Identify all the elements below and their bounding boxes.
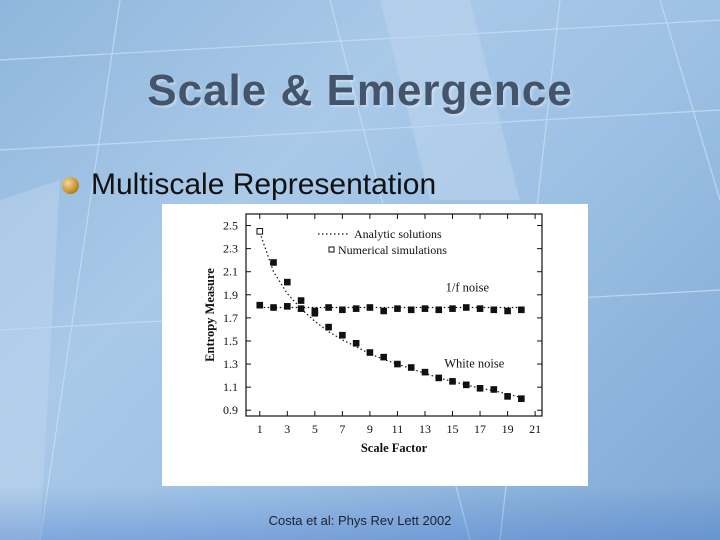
x-tick-label: 5: [312, 422, 318, 436]
marker-white-noise: [339, 331, 346, 339]
analytic-curves: [259, 232, 522, 399]
marker-white-noise: [490, 386, 498, 393]
marker-white-noise: [380, 353, 387, 361]
marker-1f-noise: [325, 304, 332, 311]
x-axis-label: Scale Factor: [361, 441, 428, 455]
x-tick-label: 19: [502, 422, 514, 436]
marker-1f-noise: [435, 306, 443, 314]
marker-white-noise: [407, 364, 415, 371]
marker-white-noise: [462, 381, 470, 389]
chart-image: 0.9 1.1 1.3 1.5 1.7 1.9 2.1 2.3 2.5 1 3 5 7 9 11 13 15 17…: [162, 204, 588, 486]
y-tick-label: 1.7: [223, 311, 238, 325]
bullet-text: Multiscale Representation: [91, 168, 437, 201]
marker-white-noise: [270, 259, 277, 266]
marker-1f-noise: [518, 306, 525, 314]
marker-1f-noise: [476, 305, 484, 312]
marker-1f-noise: [504, 307, 511, 315]
marker-1f-noise: [449, 305, 456, 312]
marker-1f-noise: [352, 305, 360, 312]
marker-white-noise: [504, 393, 511, 400]
marker-1f-noise: [407, 306, 415, 314]
x-tick-label: 21: [529, 422, 541, 436]
marker-white-noise: [435, 374, 443, 382]
marker-1f-noise: [462, 304, 470, 311]
slide-title: Scale & Emergence: [147, 66, 573, 115]
x-tick-label: 13: [419, 422, 431, 436]
marker-1f-noise: [297, 305, 305, 312]
y-tick-label: 1.9: [223, 288, 238, 302]
marker-1f-noise: [339, 306, 346, 314]
annotation-1f-noise: 1/f noise: [446, 280, 490, 294]
analytic-curve-white-noise: [259, 232, 522, 399]
marker-white-noise: [394, 360, 401, 368]
y-tick-label: 2.1: [223, 265, 238, 279]
chart-markers: [256, 228, 525, 402]
chart-labels: 0.91.11.31.51.71.92.12.32.51 3 5 7 9 11 13 15 17…: [203, 219, 541, 455]
marker-white-noise: [449, 378, 456, 385]
bullet-item: Multiscale Representation: [62, 168, 436, 202]
marker-1f-noise: [490, 306, 498, 314]
entropy-chart: 0.91.11.31.51.71.92.12.32.51 3 5 7 9 11 13 15 17…: [203, 213, 543, 455]
marker-white-noise: [518, 395, 525, 402]
y-axis-label: Entropy Measure: [203, 268, 217, 362]
legend-label-analytic: Analytic solutions: [354, 227, 442, 241]
annotation-white-noise: White noise: [444, 357, 505, 371]
x-tick-label: 3: [284, 422, 290, 436]
y-tick-label: 1.3: [223, 357, 238, 371]
marker-1f-noise: [256, 301, 264, 309]
marker-white-noise: [256, 228, 264, 235]
marker-1f-noise: [394, 305, 401, 312]
marker-1f-noise: [284, 303, 291, 310]
marker-1f-noise: [270, 304, 277, 311]
marker-white-noise: [476, 384, 484, 392]
y-tick-label: 1.1: [223, 380, 238, 394]
x-tick-label: 9: [367, 422, 373, 436]
x-tick-label: 17: [474, 422, 486, 436]
marker-white-noise: [366, 349, 374, 356]
y-tick-label: 2.5: [223, 219, 238, 233]
marker-white-noise: [325, 323, 332, 331]
bullet-icon: [62, 176, 79, 194]
marker-white-noise: [311, 309, 319, 317]
y-tick-label: 0.9: [223, 403, 238, 417]
marker-white-noise: [284, 278, 291, 286]
marker-white-noise: [297, 297, 305, 304]
x-tick-label: 7: [339, 422, 345, 436]
x-tick-label: 15: [447, 422, 459, 436]
marker-white-noise: [352, 339, 360, 347]
marker-white-noise: [421, 368, 429, 376]
plot-frame: [245, 213, 543, 417]
marker-1f-noise: [421, 305, 429, 312]
y-tick-label: 2.3: [223, 242, 238, 256]
bottom-band: [0, 486, 720, 540]
legend-label-numerical: Numerical simulations: [338, 243, 447, 257]
x-tick-label: 11: [392, 422, 404, 436]
x-tick-label: 1: [257, 422, 263, 436]
marker-1f-noise: [366, 304, 374, 311]
y-tick-label: 1.5: [223, 334, 238, 348]
chart-axes: [245, 213, 543, 417]
citation: Costa et al: Phys Rev Lett 2002: [268, 513, 452, 528]
legend-marker-numerical: [328, 246, 335, 253]
marker-1f-noise: [380, 307, 387, 315]
